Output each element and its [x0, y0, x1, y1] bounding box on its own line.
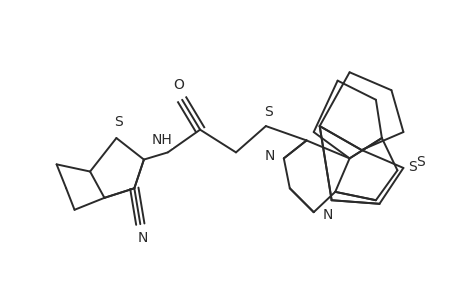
- Text: O: O: [173, 78, 184, 92]
- Text: N: N: [264, 149, 274, 163]
- Text: S: S: [408, 160, 416, 174]
- Text: N: N: [322, 208, 332, 222]
- Text: NH: NH: [151, 134, 172, 147]
- Text: S: S: [263, 105, 272, 119]
- Text: S: S: [114, 116, 123, 130]
- Text: S: S: [415, 155, 424, 169]
- Text: N: N: [137, 232, 147, 245]
